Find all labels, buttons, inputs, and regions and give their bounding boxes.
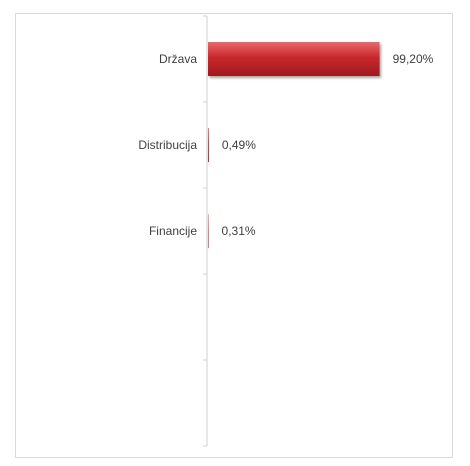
category-label: Financije xyxy=(149,224,197,238)
chart-frame xyxy=(15,13,453,458)
data-label: 0,49% xyxy=(222,138,256,152)
labels: Država 99,20% Distribucija 0,49% Financije 0,… xyxy=(138,52,433,238)
data-label: 99,20% xyxy=(393,52,434,66)
bars xyxy=(208,42,380,248)
data-label: 0,31% xyxy=(222,224,256,238)
y-axis xyxy=(203,15,208,447)
bar xyxy=(208,42,380,76)
bar xyxy=(208,214,209,248)
category-label: Distribucija xyxy=(138,138,197,152)
category-label: Država xyxy=(159,52,197,66)
bar xyxy=(208,128,209,162)
